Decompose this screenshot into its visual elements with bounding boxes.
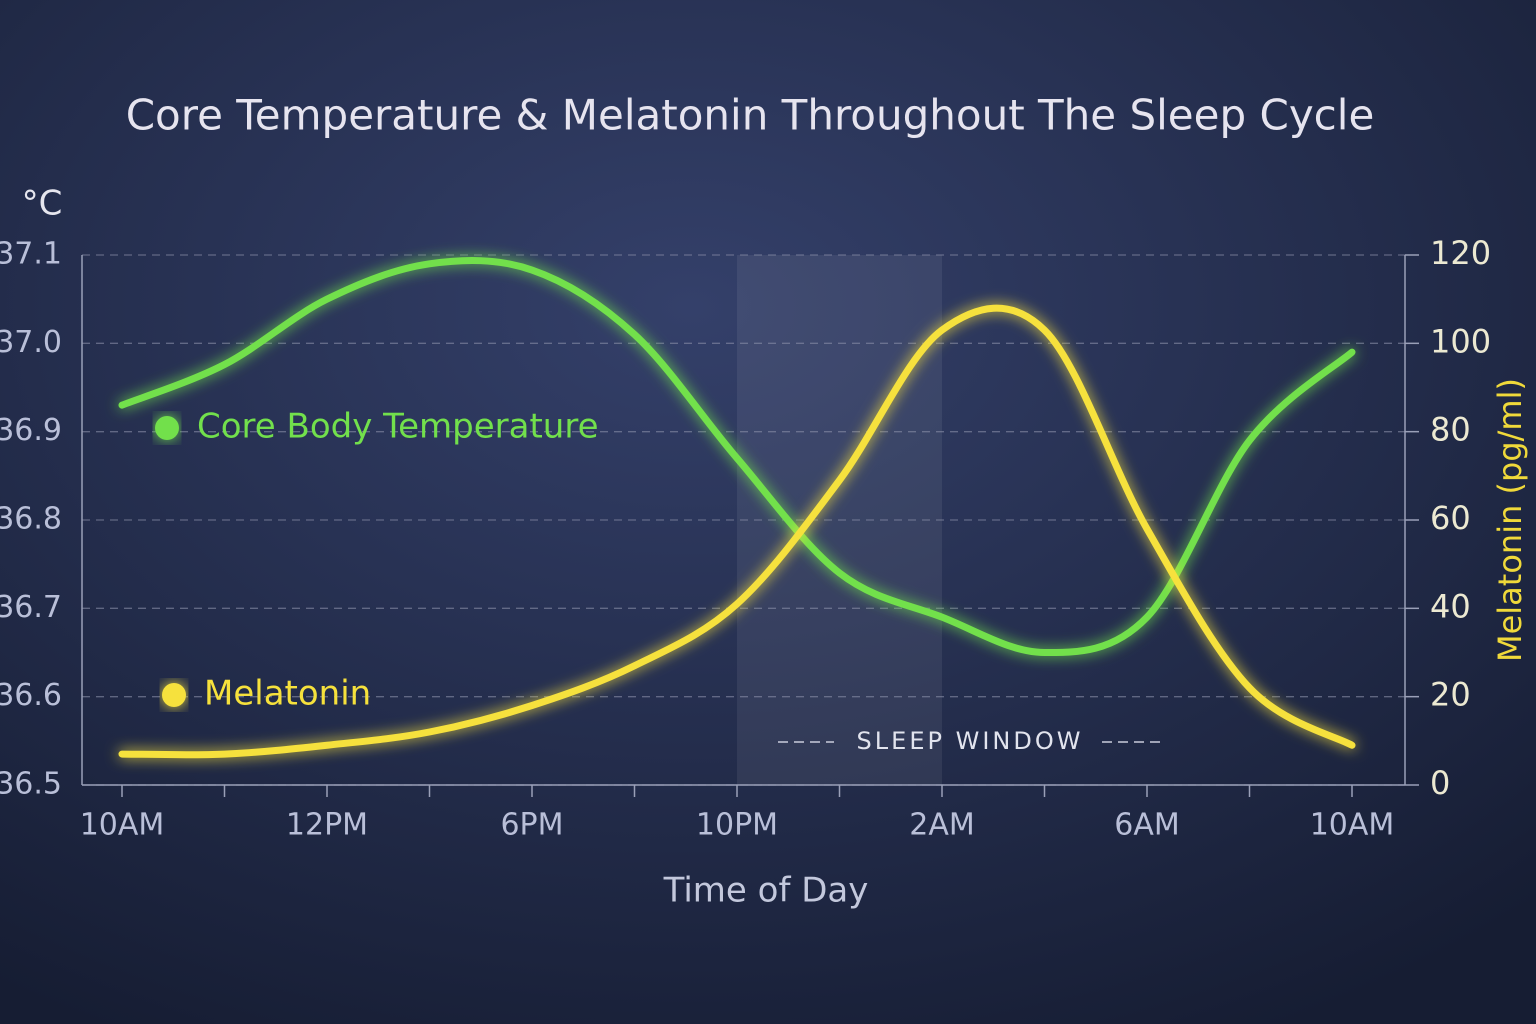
y2-tick-label: 40 — [1430, 587, 1471, 625]
x-tick-label: 10AM — [80, 808, 165, 843]
x-tick-label: 2AM — [909, 808, 975, 843]
x-tick-label: 12PM — [286, 808, 368, 843]
x-tick-label: 10AM — [1310, 808, 1395, 843]
y2-tick-label: 120 — [1430, 234, 1491, 272]
series-line — [118, 304, 1356, 759]
y-axis-label: °C — [22, 184, 63, 224]
y2-tick-label: 0 — [1430, 764, 1450, 802]
y-tick-label: 36.7 — [0, 590, 62, 625]
legend-label: Core Body Temperature — [197, 407, 599, 447]
y2-axis-label: Melatonin (pg/ml) — [1491, 378, 1529, 662]
legend-marker — [162, 683, 186, 707]
y-tick-label: 36.5 — [0, 767, 62, 802]
series-line — [118, 257, 1356, 657]
legend-label: Melatonin — [204, 674, 371, 714]
y-tick-label: 36.6 — [0, 678, 62, 713]
x-axis-label: Time of Day — [663, 871, 869, 911]
y2-tick-label: 60 — [1430, 499, 1471, 537]
y-tick-label: 37.1 — [0, 237, 62, 272]
legend-marker — [155, 416, 179, 440]
y-tick-label: 37.0 — [0, 325, 62, 360]
y2-tick-label: 100 — [1430, 322, 1491, 360]
x-tick-label: 6AM — [1114, 808, 1180, 843]
x-tick-label: 10PM — [696, 808, 778, 843]
y-tick-label: 36.8 — [0, 502, 62, 537]
y2-tick-label: 80 — [1430, 411, 1471, 449]
x-tick-label: 6PM — [500, 808, 563, 843]
sleep-window-label: SLEEP WINDOW — [857, 727, 1084, 755]
y2-tick-label: 20 — [1430, 676, 1471, 714]
chart-title: Core Temperature & Melatonin Throughout … — [126, 91, 1375, 140]
y-tick-label: 36.9 — [0, 413, 62, 448]
